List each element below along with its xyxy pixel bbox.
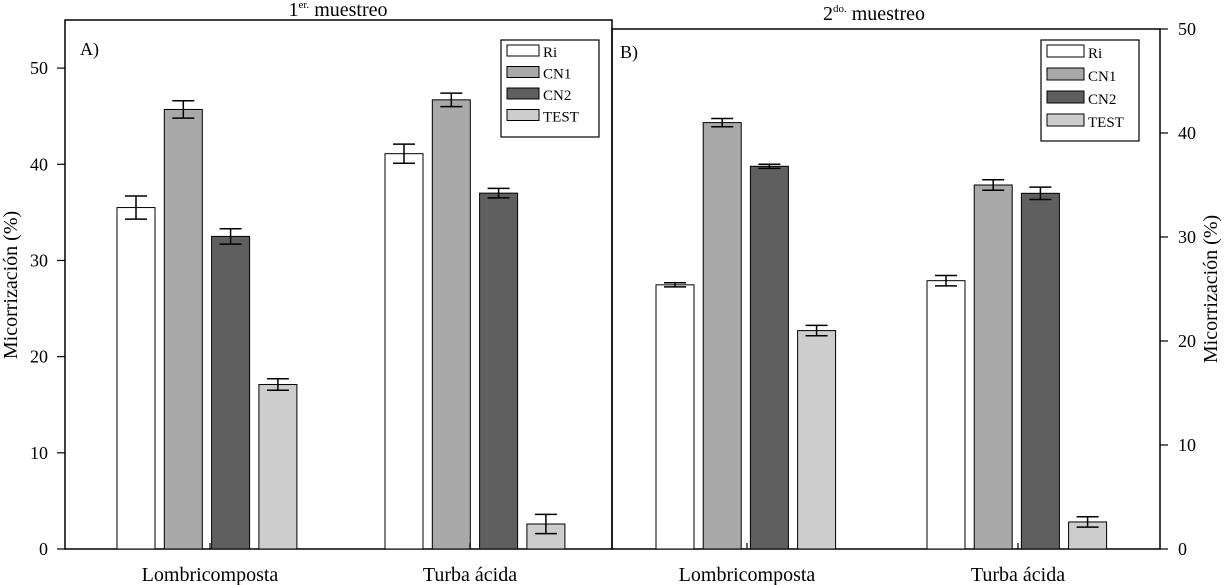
panel-a-label: A) (80, 39, 99, 60)
panel-b-title-base: 2 (823, 3, 833, 25)
panel-b-ticks: 0 10 20 30 40 50 (1160, 19, 1196, 559)
panel-b-title: 2do. muestreo (823, 3, 925, 25)
bar-cn1 (702, 122, 742, 550)
y-tick-label: 0 (39, 539, 48, 559)
legend-swatch-cn2 (1046, 90, 1085, 104)
legend-swatch-test (506, 109, 540, 121)
panel-b-title-sup: do. (833, 3, 847, 15)
y-tick-label: 30 (30, 250, 48, 270)
bar-cn2 (479, 192, 519, 550)
panel-a-legend: Ri CN1 CN2 TEST (500, 39, 600, 138)
y-tick-label: 40 (30, 154, 48, 174)
panel-b-bars (655, 117, 1108, 550)
bar-cn2 (1020, 192, 1060, 550)
y-tick-label: 50 (1178, 19, 1196, 39)
legend-label: CN1 (1088, 69, 1116, 85)
bar-ri (384, 153, 424, 550)
panel-b-ylabel: Micorrización (%) (1200, 215, 1222, 363)
y-tick-label: 0 (1178, 539, 1187, 559)
y-tick-label: 20 (30, 347, 48, 367)
legend-label: TEST (543, 110, 579, 126)
y-tick-label: 10 (30, 443, 48, 463)
bar-cn1 (973, 184, 1013, 550)
legend-label: Ri (543, 45, 557, 61)
panel-a-ylabel: Micorrización (%) (0, 211, 22, 359)
panel-b-categories: Lombricomposta Turba ácida (679, 543, 1065, 585)
legend-swatch-test (1046, 113, 1085, 127)
category-label: Turba ácida (971, 564, 1065, 585)
y-tick-label: 10 (1178, 435, 1196, 455)
panel-b-title-rest: muestreo (847, 3, 925, 25)
panel-b-legend: Ri CN1 CN2 TEST (1040, 39, 1140, 142)
panel-a: A) 1er. muestreo Micorrización (%) 0 10 20… (0, 0, 613, 585)
bar-test (797, 330, 837, 550)
panel-a-bars (116, 92, 566, 550)
bar-cn1 (163, 108, 203, 550)
legend-swatch-cn1 (506, 66, 540, 78)
bar-ri (926, 280, 966, 550)
legend-swatch-cn1 (1046, 67, 1085, 81)
legend-swatch-cn2 (506, 87, 540, 100)
y-tick-label: 40 (1178, 123, 1196, 143)
bar-ri (116, 207, 156, 550)
category-label: Turba ácida (423, 564, 517, 585)
bar-cn1 (431, 99, 471, 550)
category-label: Lombricomposta (679, 564, 816, 585)
panel-a-title-sup: er. (298, 0, 309, 11)
category-label: Lombricomposta (142, 564, 279, 585)
bar-ri (655, 284, 695, 550)
legend-label: Ri (1088, 46, 1102, 62)
bar-test (258, 384, 298, 550)
legend-label: CN1 (543, 67, 571, 83)
y-tick-label: 30 (1178, 227, 1196, 247)
legend-swatch-ri (506, 44, 540, 57)
y-tick-label: 50 (30, 58, 48, 78)
panel-a-title: 1er. muestreo (288, 0, 387, 21)
panel-b-frame (611, 28, 1161, 550)
panel-a-categories: Lombricomposta Turba ácida (142, 543, 517, 585)
panel-a-ticks: 0 10 20 30 40 50 (30, 58, 65, 559)
legend-label: CN2 (1088, 92, 1116, 108)
panel-b: B) 2do. muestreo Micorrización (%) 01020… (611, 3, 1222, 585)
panel-a-title-rest: muestreo (309, 0, 387, 21)
legend-swatch-ri (1046, 44, 1085, 58)
panel-a-title-base: 1 (288, 0, 298, 21)
panel-b-label: B) (620, 42, 638, 63)
y-tick-label: 20 (1178, 331, 1196, 351)
legend-label: TEST (1088, 115, 1124, 131)
legend-label: CN2 (543, 88, 571, 104)
bar-cn2 (749, 165, 789, 550)
bar-cn2 (211, 235, 251, 550)
